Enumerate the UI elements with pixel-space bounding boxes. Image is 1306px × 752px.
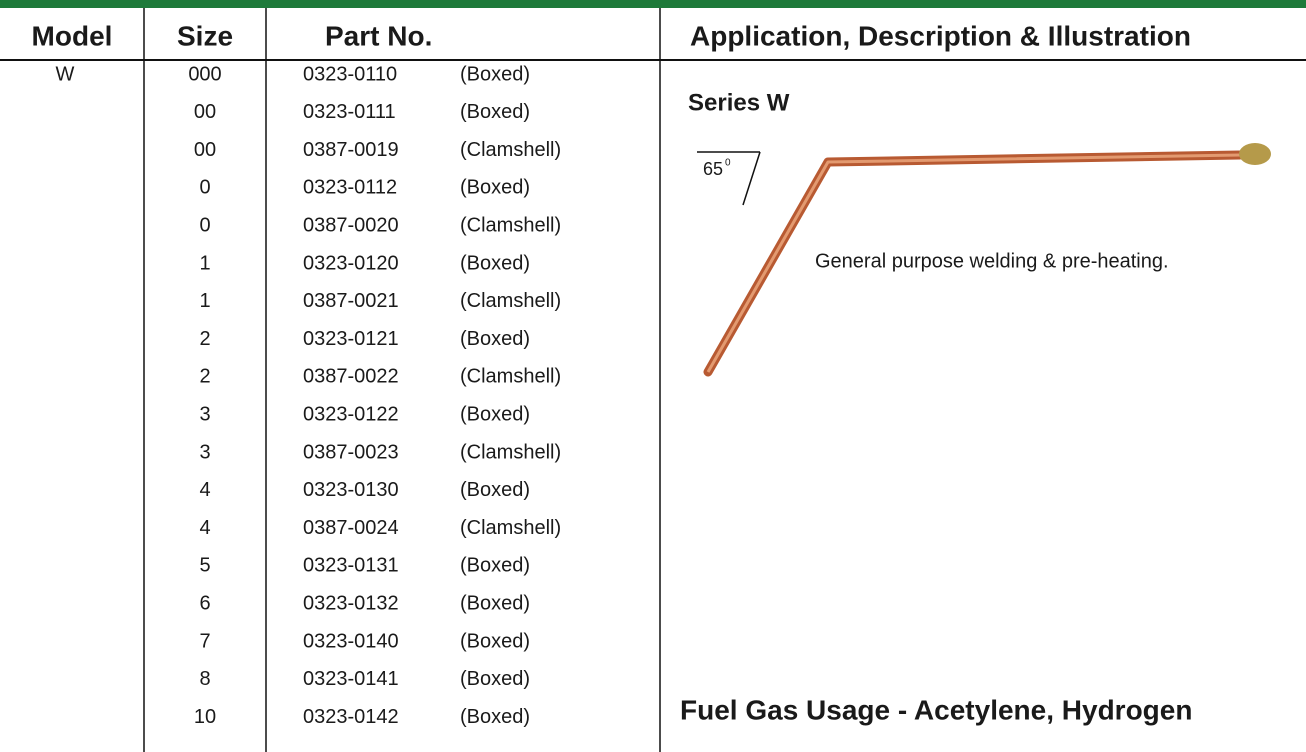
package-type: (Clamshell) [460, 214, 561, 236]
size-cell: 4 [199, 517, 210, 539]
size-cell: 6 [199, 592, 210, 614]
part-number: 0323-0142 [303, 706, 399, 728]
size-cell: 2 [199, 328, 210, 350]
size-cell: 4 [199, 479, 210, 501]
package-type: (Clamshell) [460, 517, 561, 539]
part-number: 0323-0131 [303, 555, 399, 577]
part-number: 0323-0112 [303, 177, 397, 199]
package-type: (Clamshell) [460, 290, 561, 312]
size-cell: 7 [199, 630, 210, 652]
size-cell: 00 [194, 101, 216, 123]
part-number: 0323-0132 [303, 592, 399, 614]
series-title: Series W [688, 89, 790, 116]
package-type: (Boxed) [460, 101, 530, 123]
package-type: (Clamshell) [460, 139, 561, 161]
part-number: 0323-0122 [303, 403, 399, 425]
part-number: 0323-0110 [303, 63, 397, 85]
size-cell: 5 [199, 555, 210, 577]
package-type: (Boxed) [460, 668, 530, 690]
package-type: (Boxed) [460, 177, 530, 199]
page: Model Size Part No. Application, Descrip… [0, 0, 1306, 752]
package-type: (Boxed) [460, 555, 530, 577]
part-number: 0323-0140 [303, 630, 399, 652]
size-cell: 0 [199, 214, 210, 236]
size-cell: 3 [199, 441, 210, 463]
size-cell: 1 [199, 290, 210, 312]
size-cell: 000 [188, 63, 221, 85]
package-type: (Boxed) [460, 63, 530, 85]
size-cell: 3 [199, 403, 210, 425]
package-type: (Boxed) [460, 328, 530, 350]
size-cell: 10 [194, 706, 216, 728]
part-number: 0387-0023 [303, 441, 399, 463]
package-type: (Clamshell) [460, 366, 561, 388]
part-number: 0323-0130 [303, 479, 399, 501]
part-number: 0387-0019 [303, 139, 399, 161]
package-type: (Boxed) [460, 706, 530, 728]
header-cell: Size [177, 20, 233, 51]
part-number: 0387-0022 [303, 366, 399, 388]
size-cell: 8 [199, 668, 210, 690]
header-cell: Part No. [325, 20, 432, 51]
angle-label: 65 [703, 159, 723, 179]
package-type: (Boxed) [460, 403, 530, 425]
size-cell: 00 [194, 139, 216, 161]
package-type: (Boxed) [460, 252, 530, 274]
size-cell: 1 [199, 252, 210, 274]
description: General purpose welding & pre-heating. [815, 250, 1169, 272]
header-cell: Application, Description & Illustration [690, 20, 1191, 51]
top-bar [0, 0, 1306, 8]
package-type: (Boxed) [460, 479, 530, 501]
package-type: (Boxed) [460, 592, 530, 614]
part-number: 0323-0121 [303, 328, 399, 350]
part-number: 0387-0024 [303, 517, 399, 539]
size-cell: 0 [199, 177, 210, 199]
model-cell: W [56, 63, 75, 85]
size-cell: 2 [199, 366, 210, 388]
part-number: 0323-0141 [303, 668, 399, 690]
part-number: 0323-0111 [303, 101, 396, 123]
part-number: 0387-0021 [303, 290, 399, 312]
angle-superscript: 0 [725, 158, 731, 169]
header-cell: Model [32, 20, 113, 51]
part-number: 0387-0020 [303, 214, 399, 236]
package-type: (Clamshell) [460, 441, 561, 463]
part-number: 0323-0120 [303, 252, 399, 274]
footer-note: Fuel Gas Usage - Acetylene, Hydrogen [680, 694, 1192, 725]
package-type: (Boxed) [460, 630, 530, 652]
